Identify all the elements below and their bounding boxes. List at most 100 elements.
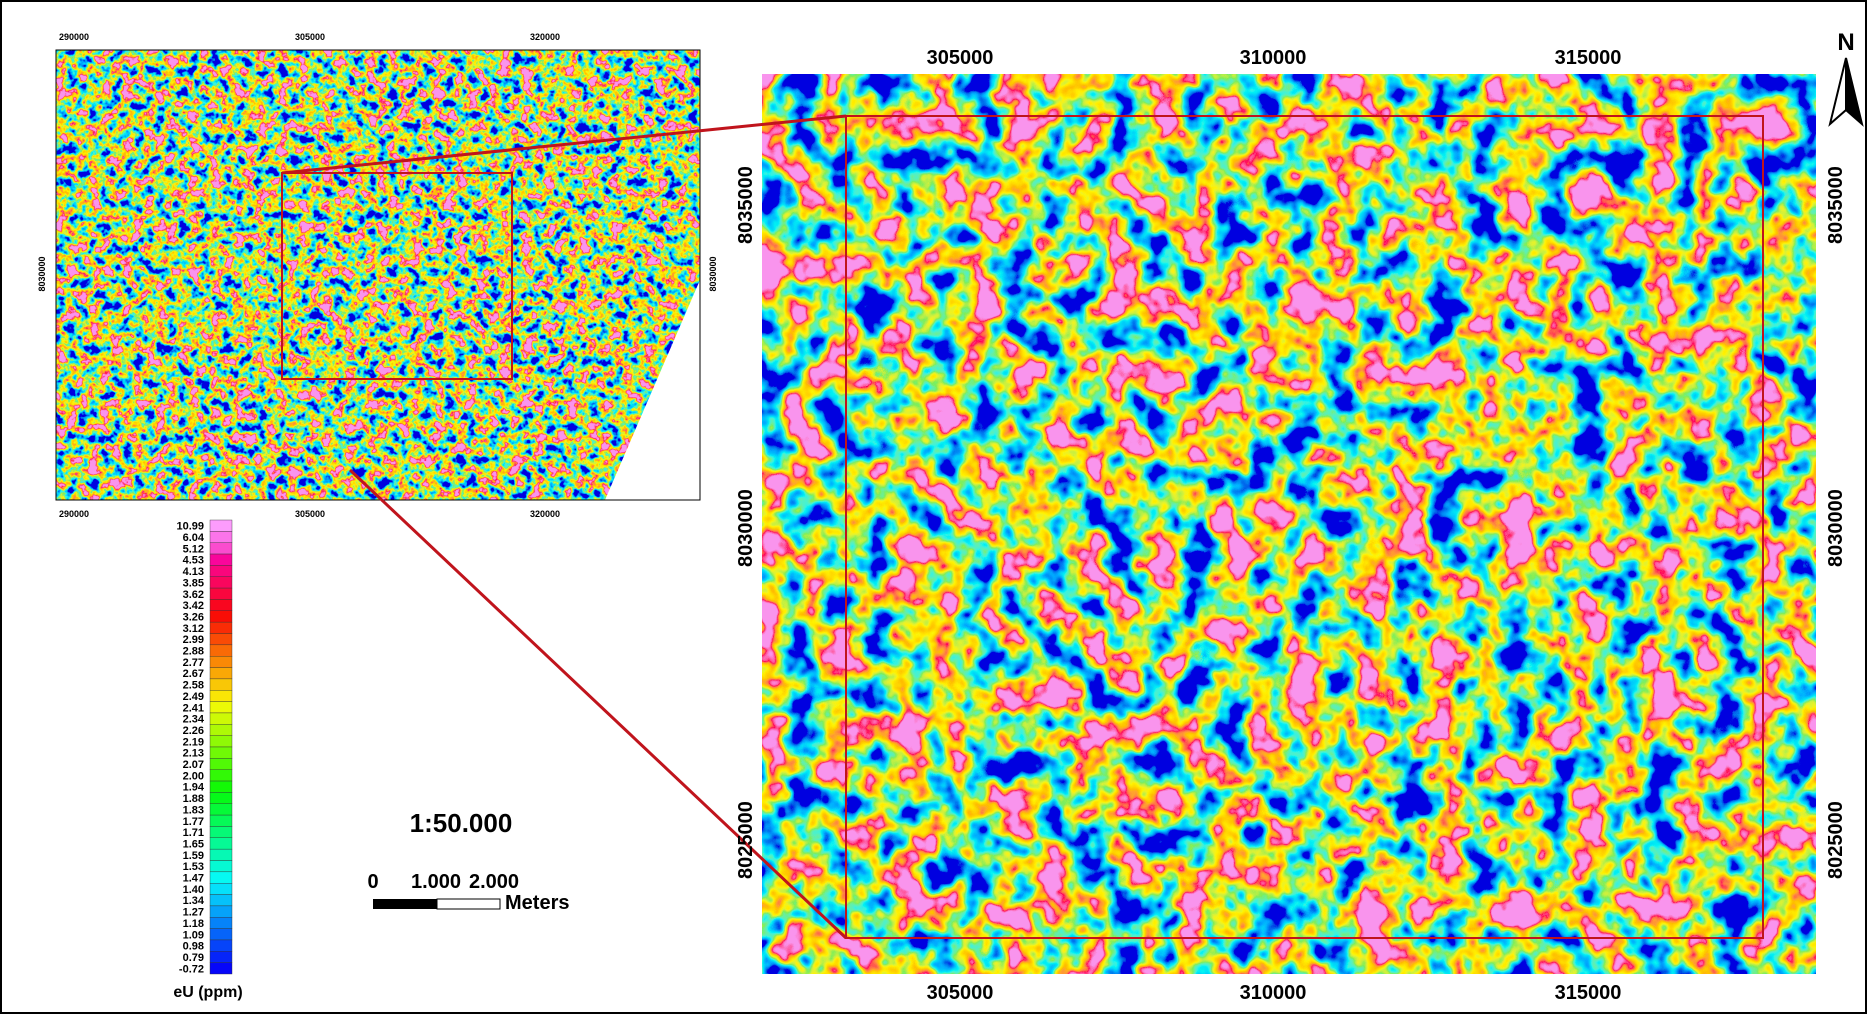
legend-swatch (210, 963, 232, 974)
legend-value: 1.40 (183, 884, 204, 896)
scale-label: 0 (367, 871, 378, 893)
legend-value: 2.58 (183, 680, 204, 692)
legend-swatch (210, 758, 232, 769)
overview-x-label: 320000 (530, 32, 560, 42)
legend-title: eU (ppm) (173, 984, 242, 1001)
legend-swatch (210, 883, 232, 894)
legend-swatch (210, 747, 232, 758)
legend-value: 1.77 (183, 816, 204, 828)
legend-value: 10.99 (176, 521, 204, 533)
legend-value: 1.47 (183, 873, 204, 885)
legend-swatch (210, 736, 232, 747)
overview-y-label: 8030000 (708, 256, 718, 291)
legend-value: 1.27 (183, 907, 204, 919)
legend-swatch (210, 770, 232, 781)
legend-value: 6.04 (183, 532, 205, 544)
legend-value: 5.12 (183, 543, 204, 555)
main-y-label: 8030000 (1825, 489, 1847, 567)
legend-swatch (210, 826, 232, 837)
legend-value: 3.85 (183, 577, 204, 589)
legend-swatch (210, 951, 232, 962)
legend-swatch (210, 668, 232, 679)
legend-swatch (210, 645, 232, 656)
legend-swatch (210, 679, 232, 690)
legend-swatch (210, 849, 232, 860)
legend-value: 2.41 (183, 702, 204, 714)
legend-value: 1.34 (183, 895, 205, 907)
legend-value: 3.12 (183, 623, 204, 635)
legend-swatch (210, 554, 232, 565)
legend-swatch (210, 838, 232, 849)
legend-swatch (210, 565, 232, 576)
overview-x-label: 320000 (530, 509, 560, 519)
main-y-label: 8035000 (1825, 166, 1847, 244)
legend-swatch (210, 929, 232, 940)
legend-value: 2.07 (183, 759, 204, 771)
legend-swatch (210, 940, 232, 951)
legend-swatch (210, 781, 232, 792)
overview-x-label: 290000 (59, 509, 89, 519)
scale-label: 2.000 (469, 871, 519, 893)
main-y-label: 8035000 (735, 166, 757, 244)
legend-value: 2.99 (183, 634, 204, 646)
legend-value: 0.98 (183, 941, 204, 953)
legend-swatch (210, 713, 232, 724)
overview-x-label: 290000 (59, 32, 89, 42)
legend-value: 3.26 (183, 611, 204, 623)
main-raster (762, 74, 1816, 974)
legend-value: 1.59 (183, 850, 204, 862)
legend-value: 4.53 (183, 555, 204, 567)
legend-swatch (210, 588, 232, 599)
map-figure: N 1:50.000 0 1.000 2.000 Meters eU (ppm)… (0, 0, 1867, 1014)
scale-label: 1.000 (411, 871, 461, 893)
legend-swatch (210, 815, 232, 826)
legend-swatch (210, 531, 232, 542)
legend-value: 3.62 (183, 589, 204, 601)
legend-value: 2.26 (183, 725, 204, 737)
legend-value: 2.34 (183, 714, 205, 726)
legend-swatch (210, 690, 232, 701)
legend-value: 1.53 (183, 861, 204, 873)
legend-swatch (210, 917, 232, 928)
overview-raster (56, 50, 700, 500)
legend-swatch (210, 611, 232, 622)
main-x-label: 310000 (1240, 982, 1307, 1004)
scale-bar-white (437, 899, 500, 909)
legend-value: 1.83 (183, 804, 204, 816)
legend-value: 2.19 (183, 736, 204, 748)
legend-value: 2.67 (183, 668, 204, 680)
scale-unit: Meters (505, 892, 569, 914)
legend-value: 1.88 (183, 793, 204, 805)
legend-value: 1.71 (183, 827, 204, 839)
legend-swatch (210, 804, 232, 815)
legend-value: 1.94 (183, 782, 205, 794)
legend-swatch (210, 577, 232, 588)
main-x-label: 315000 (1555, 982, 1622, 1004)
legend-swatch (210, 861, 232, 872)
north-label: N (1837, 29, 1854, 56)
legend-swatch (210, 702, 232, 713)
legend-swatch (210, 895, 232, 906)
legend-swatch (210, 622, 232, 633)
legend-value: 2.77 (183, 657, 204, 669)
main-y-label: 8025000 (735, 801, 757, 879)
legend-value: 0.79 (183, 952, 204, 964)
overview-x-label: 305000 (295, 32, 325, 42)
legend-value: 2.88 (183, 646, 204, 658)
scale-ratio: 1:50.000 (410, 808, 513, 838)
legend-value: 3.42 (183, 600, 204, 612)
legend-value: 1.09 (183, 929, 204, 941)
legend-value: 2.13 (183, 748, 204, 760)
legend-swatch (210, 634, 232, 645)
legend-value: 2.49 (183, 691, 204, 703)
legend-swatch (210, 599, 232, 610)
legend-value: 4.13 (183, 566, 204, 578)
main-x-label: 315000 (1555, 47, 1622, 69)
main-x-label: 310000 (1240, 47, 1307, 69)
legend-swatch (210, 543, 232, 554)
main-x-label: 305000 (927, 982, 994, 1004)
legend-swatch (210, 906, 232, 917)
legend-swatch (210, 792, 232, 803)
legend-value: 1.18 (183, 918, 204, 930)
legend-swatch (210, 724, 232, 735)
